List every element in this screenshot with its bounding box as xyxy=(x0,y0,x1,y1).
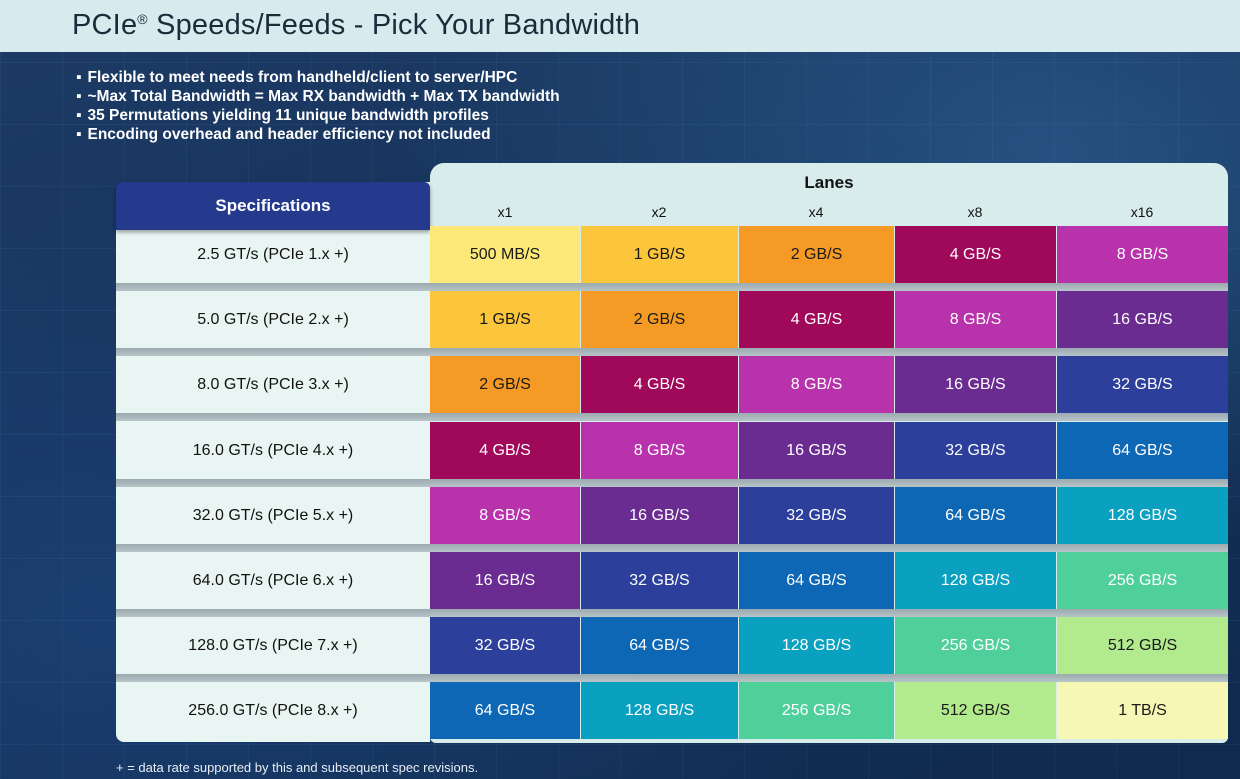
bandwidth-cell: 1 GB/S xyxy=(430,291,580,348)
spec-label: 16.0 GT/s (PCIe 4.x +) xyxy=(192,441,354,459)
bandwidth-cell: 8 GB/S xyxy=(430,487,580,544)
bandwidth-cell: 256 GB/S xyxy=(739,682,894,739)
spec-label: 8.0 GT/s (PCIe 3.x +) xyxy=(197,375,349,393)
title-bar: PCIe® Speeds/Feeds - Pick Your Bandwidth xyxy=(0,0,1240,52)
bandwidth-cell: 2 GB/S xyxy=(739,226,894,283)
bandwidth-cell: 32 GB/S xyxy=(895,422,1056,479)
bandwidth-cell: 1 TB/S xyxy=(1057,682,1228,739)
row-separator xyxy=(116,413,1228,421)
bullet-item: ~Max Total Bandwidth = Max RX bandwidth … xyxy=(76,87,560,106)
specifications-header: Specifications xyxy=(116,182,430,230)
bullet-item: Flexible to meet needs from handheld/cli… xyxy=(76,68,560,87)
footnote: + = data rate supported by this and subs… xyxy=(116,760,479,775)
spec-label: 5.0 GT/s (PCIe 2.x +) xyxy=(197,310,349,328)
bandwidth-cell: 32 GB/S xyxy=(430,617,580,674)
lane-label-x4: x4 xyxy=(808,204,824,220)
page-title: PCIe® Speeds/Feeds - Pick Your Bandwidth xyxy=(72,9,640,42)
row-separator xyxy=(116,348,1228,356)
bandwidth-cell: 128 GB/S xyxy=(895,552,1056,609)
row-separator xyxy=(116,479,1228,487)
spec-panel xyxy=(116,182,430,742)
lane-label-x2: x2 xyxy=(651,204,667,220)
bandwidth-cell: 4 GB/S xyxy=(895,226,1056,283)
bandwidth-cell: 64 GB/S xyxy=(739,552,894,609)
spec-label: 256.0 GT/s (PCIe 8.x +) xyxy=(188,701,358,719)
row-separator xyxy=(116,674,1228,682)
bandwidth-cell: 2 GB/S xyxy=(581,291,738,348)
bandwidth-cell: 16 GB/S xyxy=(581,487,738,544)
bandwidth-cell: 512 GB/S xyxy=(1057,617,1228,674)
bandwidth-cell: 256 GB/S xyxy=(895,617,1056,674)
bandwidth-cell: 64 GB/S xyxy=(1057,422,1228,479)
row-separator xyxy=(116,609,1228,617)
bandwidth-cell: 16 GB/S xyxy=(430,552,580,609)
row-separator xyxy=(116,283,1228,291)
bandwidth-cell: 4 GB/S xyxy=(739,291,894,348)
bandwidth-cell: 4 GB/S xyxy=(430,422,580,479)
bandwidth-cell: 2 GB/S xyxy=(430,356,580,413)
bandwidth-cell: 32 GB/S xyxy=(1057,356,1228,413)
bandwidth-cell: 16 GB/S xyxy=(895,356,1056,413)
lane-label-x1: x1 xyxy=(497,204,513,220)
bandwidth-cell: 64 GB/S xyxy=(895,487,1056,544)
lanes-header: Lanes xyxy=(804,173,854,192)
title-text: PCIe xyxy=(72,9,138,41)
bandwidth-cell: 16 GB/S xyxy=(1057,291,1228,348)
bandwidth-cell: 128 GB/S xyxy=(581,682,738,739)
bandwidth-cell: 8 GB/S xyxy=(895,291,1056,348)
bandwidth-cell: 512 GB/S xyxy=(895,682,1056,739)
bandwidth-cell: 32 GB/S xyxy=(739,487,894,544)
bandwidth-cell: 1 GB/S xyxy=(581,226,738,283)
bullet-item: Encoding overhead and header efficiency … xyxy=(76,125,560,144)
spec-label: 2.5 GT/s (PCIe 1.x +) xyxy=(197,245,349,263)
title-rest: Speeds/Feeds - Pick Your Bandwidth xyxy=(147,9,641,41)
bandwidth-cell: 256 GB/S xyxy=(1057,552,1228,609)
bandwidth-cell: 64 GB/S xyxy=(430,682,580,739)
row-separator xyxy=(116,544,1228,552)
bandwidth-cell: 32 GB/S xyxy=(581,552,738,609)
bandwidth-cell: 4 GB/S xyxy=(581,356,738,413)
bullet-list: Flexible to meet needs from handheld/cli… xyxy=(76,68,560,144)
spec-label: 32.0 GT/s (PCIe 5.x +) xyxy=(192,506,354,524)
spec-label: 64.0 GT/s (PCIe 6.x +) xyxy=(192,571,354,589)
bandwidth-cell: 8 GB/S xyxy=(581,422,738,479)
spec-label: 128.0 GT/s (PCIe 7.x +) xyxy=(188,636,358,654)
bandwidth-cell: 16 GB/S xyxy=(739,422,894,479)
registered-mark: ® xyxy=(137,11,148,27)
lane-label-x8: x8 xyxy=(967,204,983,220)
bandwidth-cell: 128 GB/S xyxy=(1057,487,1228,544)
lane-label-x16: x16 xyxy=(1130,204,1154,220)
bandwidth-cell: 8 GB/S xyxy=(1057,226,1228,283)
bandwidth-cell: 500 MB/S xyxy=(430,226,580,283)
bandwidth-cell: 64 GB/S xyxy=(581,617,738,674)
bullet-item: 35 Permutations yielding 11 unique bandw… xyxy=(76,106,560,125)
bandwidth-cell: 8 GB/S xyxy=(739,356,894,413)
bandwidth-cell: 128 GB/S xyxy=(739,617,894,674)
